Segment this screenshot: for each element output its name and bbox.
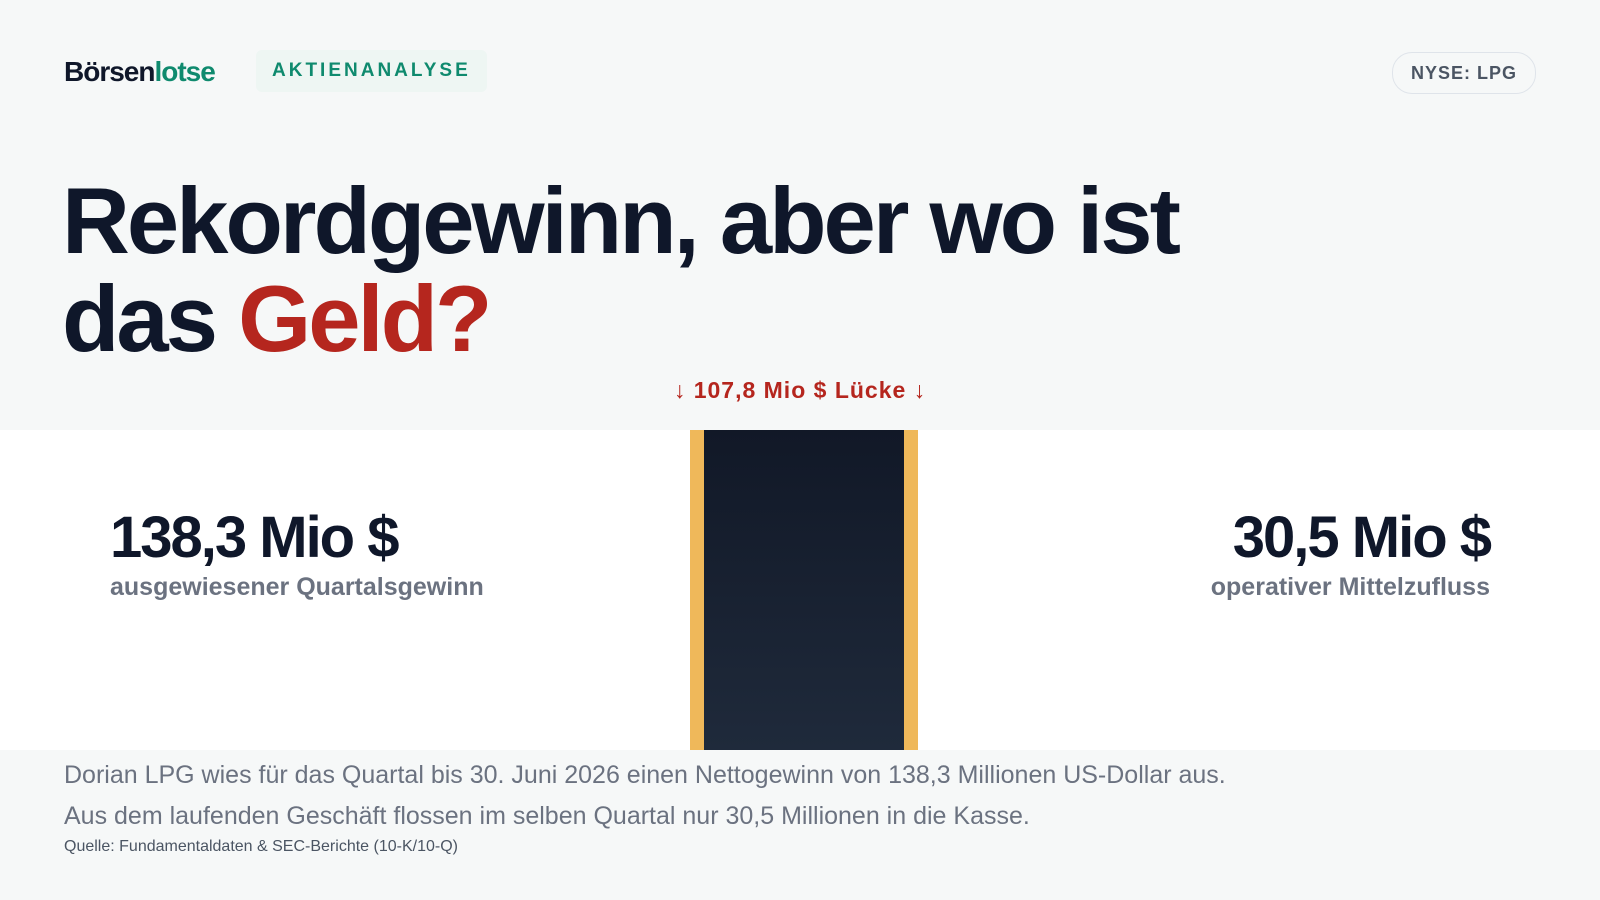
gap-bar-fill — [704, 430, 904, 750]
ticker-badge: NYSE: LPG — [1391, 52, 1536, 94]
stat-net-income-label: ausgewiesener Quartalsgewinn — [110, 573, 484, 601]
section-tag: AKTIENANALYSE — [256, 50, 487, 92]
gap-label: ↓ 107,8 Mio $ Lücke ↓ — [673, 377, 927, 403]
stat-operating-cashflow-label: operativer Mittelzufluss — [1210, 573, 1490, 601]
gap-bar — [690, 430, 918, 750]
headline-line2-prefix: das — [62, 266, 218, 371]
logo-main-text: Börsen — [64, 56, 155, 87]
source-note: Quelle: Fundamentaldaten & SEC-Berichte … — [64, 838, 458, 855]
page-title: Rekordgewinn, aber wo ist das Geld? — [62, 172, 1362, 368]
body-text: Dorian LPG wies für das Quartal bis 30. … — [64, 761, 1226, 830]
logo-accent-text: lotse — [154, 56, 215, 87]
stat-net-income: 138,3 Mio $ ausgewiesener Quartalsgewinn — [110, 505, 484, 602]
stat-operating-cashflow: 30,5 Mio $ operativer Mittelzufluss — [1210, 505, 1492, 602]
brand-logo[interactable]: Börsenlotse — [64, 56, 216, 88]
stat-net-income-value: 138,3 Mio $ — [110, 505, 399, 570]
header: Börsenlotse AKTIENANALYSE NYSE: LPG — [64, 46, 1536, 94]
headline-highlight: Geld? — [238, 266, 492, 371]
stat-operating-cashflow-value: 30,5 Mio $ — [1232, 505, 1492, 570]
headline-line1: Rekordgewinn, aber wo ist — [62, 168, 1181, 273]
